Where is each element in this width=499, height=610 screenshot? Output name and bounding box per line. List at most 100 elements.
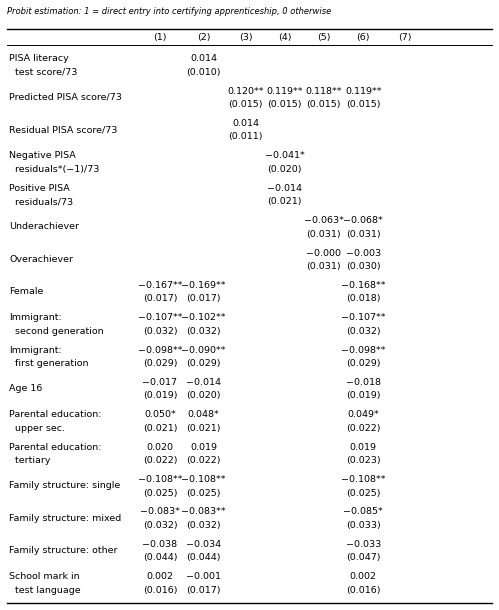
Text: 0.048*: 0.048*: [188, 411, 220, 419]
Text: −0.033: −0.033: [346, 540, 381, 549]
Text: PISA literacy: PISA literacy: [9, 54, 69, 63]
Text: (0.022): (0.022): [346, 424, 381, 432]
Text: 0.019: 0.019: [350, 443, 377, 452]
Text: (0.020): (0.020): [267, 165, 302, 174]
Text: −0.108**: −0.108**: [341, 475, 386, 484]
Text: 0.118**: 0.118**: [305, 87, 342, 96]
Text: 0.049*: 0.049*: [347, 411, 379, 419]
Text: 0.014: 0.014: [190, 54, 217, 63]
Text: (0.025): (0.025): [346, 489, 381, 498]
Text: −0.167**: −0.167**: [138, 281, 182, 290]
Text: −0.003: −0.003: [346, 248, 381, 257]
Text: Predicted PISA score/73: Predicted PISA score/73: [9, 93, 122, 102]
Text: Probit estimation: 1 = direct entry into certifying apprenticeship, 0 otherwise: Probit estimation: 1 = direct entry into…: [7, 7, 332, 16]
Text: −0.083**: −0.083**: [181, 508, 226, 517]
Text: −0.098**: −0.098**: [341, 346, 386, 354]
Text: (0.015): (0.015): [267, 100, 302, 109]
Text: −0.034: −0.034: [186, 540, 221, 549]
Text: Family structure: other: Family structure: other: [9, 546, 118, 555]
Text: −0.107**: −0.107**: [341, 314, 386, 322]
Text: −0.102**: −0.102**: [181, 314, 226, 322]
Text: residuals*(−1)/73: residuals*(−1)/73: [9, 165, 100, 174]
Text: (0.019): (0.019): [346, 392, 381, 400]
Text: (0.017): (0.017): [143, 295, 177, 303]
Text: (0.033): (0.033): [346, 521, 381, 530]
Text: (0.025): (0.025): [186, 489, 221, 498]
Text: 0.119**: 0.119**: [266, 87, 303, 96]
Text: (0.021): (0.021): [186, 424, 221, 432]
Text: 0.119**: 0.119**: [345, 87, 382, 96]
Text: (6): (6): [356, 33, 370, 41]
Text: (0.020): (0.020): [186, 392, 221, 400]
Text: (0.021): (0.021): [267, 197, 302, 206]
Text: −0.014: −0.014: [186, 378, 221, 387]
Text: Underachiever: Underachiever: [9, 222, 79, 231]
Text: −0.000: −0.000: [306, 248, 341, 257]
Text: (0.047): (0.047): [346, 553, 381, 562]
Text: (0.031): (0.031): [306, 229, 341, 239]
Text: (0.022): (0.022): [186, 456, 221, 465]
Text: (0.031): (0.031): [306, 262, 341, 271]
Text: 0.002: 0.002: [146, 572, 174, 581]
Text: 0.020: 0.020: [146, 443, 174, 452]
Text: (0.015): (0.015): [346, 100, 381, 109]
Text: Parental education:: Parental education:: [9, 443, 102, 452]
Text: −0.018: −0.018: [346, 378, 381, 387]
Text: test score/73: test score/73: [9, 68, 78, 77]
Text: Residual PISA score/73: Residual PISA score/73: [9, 125, 118, 134]
Text: 0.120**: 0.120**: [228, 87, 264, 96]
Text: −0.098**: −0.098**: [138, 346, 182, 354]
Text: −0.038: −0.038: [142, 540, 178, 549]
Text: (0.032): (0.032): [186, 521, 221, 530]
Text: (0.030): (0.030): [346, 262, 381, 271]
Text: −0.083*: −0.083*: [140, 508, 180, 517]
Text: (0.031): (0.031): [346, 229, 381, 239]
Text: (3): (3): [239, 33, 252, 41]
Text: (0.023): (0.023): [346, 456, 381, 465]
Text: Family structure: single: Family structure: single: [9, 481, 121, 490]
Text: second generation: second generation: [9, 327, 104, 336]
Text: Positive PISA: Positive PISA: [9, 184, 70, 193]
Text: Family structure: mixed: Family structure: mixed: [9, 514, 122, 523]
Text: −0.063*: −0.063*: [303, 216, 343, 225]
Text: Age 16: Age 16: [9, 384, 43, 393]
Text: (1): (1): [153, 33, 167, 41]
Text: −0.108**: −0.108**: [181, 475, 226, 484]
Text: (0.032): (0.032): [186, 327, 221, 336]
Text: (0.010): (0.010): [186, 68, 221, 77]
Text: (4): (4): [278, 33, 291, 41]
Text: (0.032): (0.032): [143, 521, 177, 530]
Text: (2): (2): [197, 33, 210, 41]
Text: −0.168**: −0.168**: [341, 281, 386, 290]
Text: 0.019: 0.019: [190, 443, 217, 452]
Text: (5): (5): [317, 33, 330, 41]
Text: (0.019): (0.019): [143, 392, 177, 400]
Text: −0.001: −0.001: [186, 572, 221, 581]
Text: 0.002: 0.002: [350, 572, 377, 581]
Text: Immigrant:: Immigrant:: [9, 346, 62, 354]
Text: (0.021): (0.021): [143, 424, 177, 432]
Text: Parental education:: Parental education:: [9, 411, 102, 419]
Text: (0.044): (0.044): [186, 553, 221, 562]
Text: 0.050*: 0.050*: [144, 411, 176, 419]
Text: (0.016): (0.016): [143, 586, 177, 595]
Text: −0.068*: −0.068*: [343, 216, 383, 225]
Text: Negative PISA: Negative PISA: [9, 151, 76, 160]
Text: residuals/73: residuals/73: [9, 197, 74, 206]
Text: (0.018): (0.018): [346, 295, 381, 303]
Text: School mark in: School mark in: [9, 572, 80, 581]
Text: −0.017: −0.017: [142, 378, 178, 387]
Text: 0.014: 0.014: [232, 119, 259, 128]
Text: (7): (7): [398, 33, 411, 41]
Text: (0.017): (0.017): [186, 295, 221, 303]
Text: tertiary: tertiary: [9, 456, 51, 465]
Text: −0.108**: −0.108**: [138, 475, 182, 484]
Text: Immigrant:: Immigrant:: [9, 314, 62, 322]
Text: (0.016): (0.016): [346, 586, 381, 595]
Text: (0.044): (0.044): [143, 553, 177, 562]
Text: (0.032): (0.032): [346, 327, 381, 336]
Text: (0.017): (0.017): [186, 586, 221, 595]
Text: (0.022): (0.022): [143, 456, 177, 465]
Text: −0.169**: −0.169**: [181, 281, 226, 290]
Text: −0.107**: −0.107**: [138, 314, 182, 322]
